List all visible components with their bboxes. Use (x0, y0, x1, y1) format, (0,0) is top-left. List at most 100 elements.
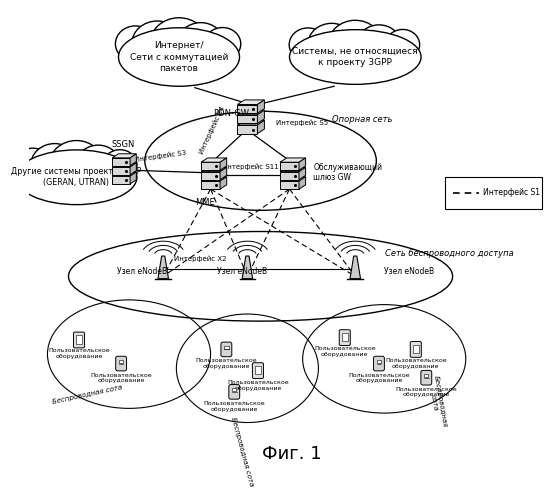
Bar (413, 344, 418, 353)
Circle shape (14, 148, 51, 182)
Circle shape (308, 24, 355, 66)
FancyBboxPatch shape (74, 332, 85, 348)
FancyBboxPatch shape (229, 384, 240, 399)
Text: Другие системы проекта 3GPP
(GERAN, UTRAN): Другие системы проекта 3GPP (GERAN, UTRA… (11, 167, 142, 188)
Polygon shape (201, 158, 227, 162)
Polygon shape (280, 177, 306, 181)
Circle shape (31, 144, 79, 186)
Polygon shape (257, 110, 264, 124)
FancyBboxPatch shape (112, 176, 130, 184)
Polygon shape (350, 256, 360, 278)
Text: Интерфейс S5: Интерфейс S5 (276, 120, 329, 126)
Circle shape (328, 20, 383, 69)
Polygon shape (130, 154, 136, 166)
Circle shape (204, 28, 240, 60)
Text: Пользовательское
оборудование: Пользовательское оборудование (396, 386, 457, 398)
Circle shape (386, 30, 420, 60)
Text: Пользовательское
оборудование: Пользовательское оборудование (90, 372, 152, 384)
Bar (232, 388, 237, 392)
FancyBboxPatch shape (280, 162, 299, 170)
Text: Узел eNodeB: Узел eNodeB (384, 267, 434, 276)
FancyBboxPatch shape (221, 342, 232, 356)
Ellipse shape (290, 30, 421, 84)
Text: Беспроводная сота: Беспроводная сота (51, 384, 123, 404)
Polygon shape (237, 100, 264, 104)
Circle shape (132, 21, 182, 66)
Polygon shape (242, 256, 253, 278)
Polygon shape (237, 110, 264, 114)
Text: Интерфейс S4: Интерфейс S4 (199, 105, 227, 155)
FancyBboxPatch shape (112, 167, 130, 175)
Circle shape (289, 28, 326, 62)
Text: Интерфейс S3: Интерфейс S3 (134, 150, 187, 163)
Polygon shape (299, 168, 306, 179)
FancyBboxPatch shape (201, 181, 220, 189)
Text: Пользовательское
оборудование: Пользовательское оборудование (348, 372, 410, 384)
Text: Узел eNodeB: Узел eNodeB (117, 267, 167, 276)
Polygon shape (220, 158, 227, 170)
Text: Интернет/
Сети с коммутацией
пакетов: Интернет/ Сети с коммутацией пакетов (130, 42, 228, 72)
FancyBboxPatch shape (280, 172, 299, 179)
Bar (342, 333, 348, 341)
Polygon shape (112, 172, 136, 176)
Bar (119, 360, 123, 363)
Ellipse shape (16, 150, 137, 204)
FancyBboxPatch shape (237, 104, 257, 113)
Polygon shape (280, 158, 306, 162)
Polygon shape (112, 163, 136, 167)
FancyBboxPatch shape (252, 362, 263, 378)
Text: Фиг. 1: Фиг. 1 (262, 444, 322, 462)
Text: Опорная сеть: Опорная сеть (333, 114, 393, 124)
Polygon shape (299, 158, 306, 170)
Text: Беспроводная сота: Беспроводная сота (230, 416, 254, 486)
FancyBboxPatch shape (116, 356, 127, 371)
Text: Узел eNodeB: Узел eNodeB (217, 267, 267, 276)
Polygon shape (237, 120, 264, 125)
Circle shape (177, 22, 224, 65)
Polygon shape (257, 120, 264, 134)
Text: MME: MME (195, 198, 215, 206)
Text: Беспроводная
сота: Беспроводная сота (426, 375, 448, 429)
FancyBboxPatch shape (201, 162, 220, 170)
Text: Пользовательское
оборудование: Пользовательское оборудование (204, 402, 265, 412)
Text: Интерфейс S11: Интерфейс S11 (222, 164, 278, 170)
FancyBboxPatch shape (201, 172, 220, 179)
FancyBboxPatch shape (280, 181, 299, 189)
Ellipse shape (118, 28, 239, 86)
Polygon shape (201, 177, 227, 181)
FancyBboxPatch shape (421, 370, 432, 385)
Text: Сеть беспроводного доступа: Сеть беспроводного доступа (386, 250, 514, 258)
FancyBboxPatch shape (237, 125, 257, 134)
FancyBboxPatch shape (112, 158, 130, 166)
Polygon shape (158, 256, 169, 278)
Polygon shape (130, 172, 136, 184)
Circle shape (116, 26, 156, 62)
Circle shape (150, 18, 208, 70)
Bar (424, 374, 429, 377)
Bar (255, 366, 261, 374)
Text: Интерфейс X2: Интерфейс X2 (174, 256, 227, 262)
Polygon shape (257, 100, 264, 113)
FancyBboxPatch shape (410, 342, 421, 357)
Bar (377, 360, 381, 363)
Bar (224, 346, 229, 349)
Polygon shape (112, 154, 136, 158)
Polygon shape (220, 168, 227, 179)
Text: Обслуживающий
шлюз GW: Обслуживающий шлюз GW (313, 163, 382, 182)
Circle shape (103, 150, 137, 180)
Polygon shape (201, 168, 227, 172)
FancyBboxPatch shape (445, 178, 542, 210)
Circle shape (49, 140, 104, 190)
Polygon shape (299, 177, 306, 189)
Text: Системы, не относящиеся
к проекту 3GPP: Системы, не относящиеся к проекту 3GPP (292, 47, 418, 67)
Text: Интерфейс S1: Интерфейс S1 (483, 188, 540, 198)
Text: Пользовательское
оборудование: Пользовательское оборудование (195, 358, 257, 369)
Text: Пользовательское
оборудование: Пользовательское оборудование (48, 348, 110, 359)
FancyBboxPatch shape (373, 356, 384, 371)
Text: PDN-GW: PDN-GW (213, 109, 249, 118)
Bar (76, 335, 82, 344)
Polygon shape (130, 163, 136, 175)
Text: Пользовательское
оборудование: Пользовательское оборудование (227, 380, 288, 391)
Polygon shape (280, 168, 306, 172)
Circle shape (76, 145, 121, 185)
